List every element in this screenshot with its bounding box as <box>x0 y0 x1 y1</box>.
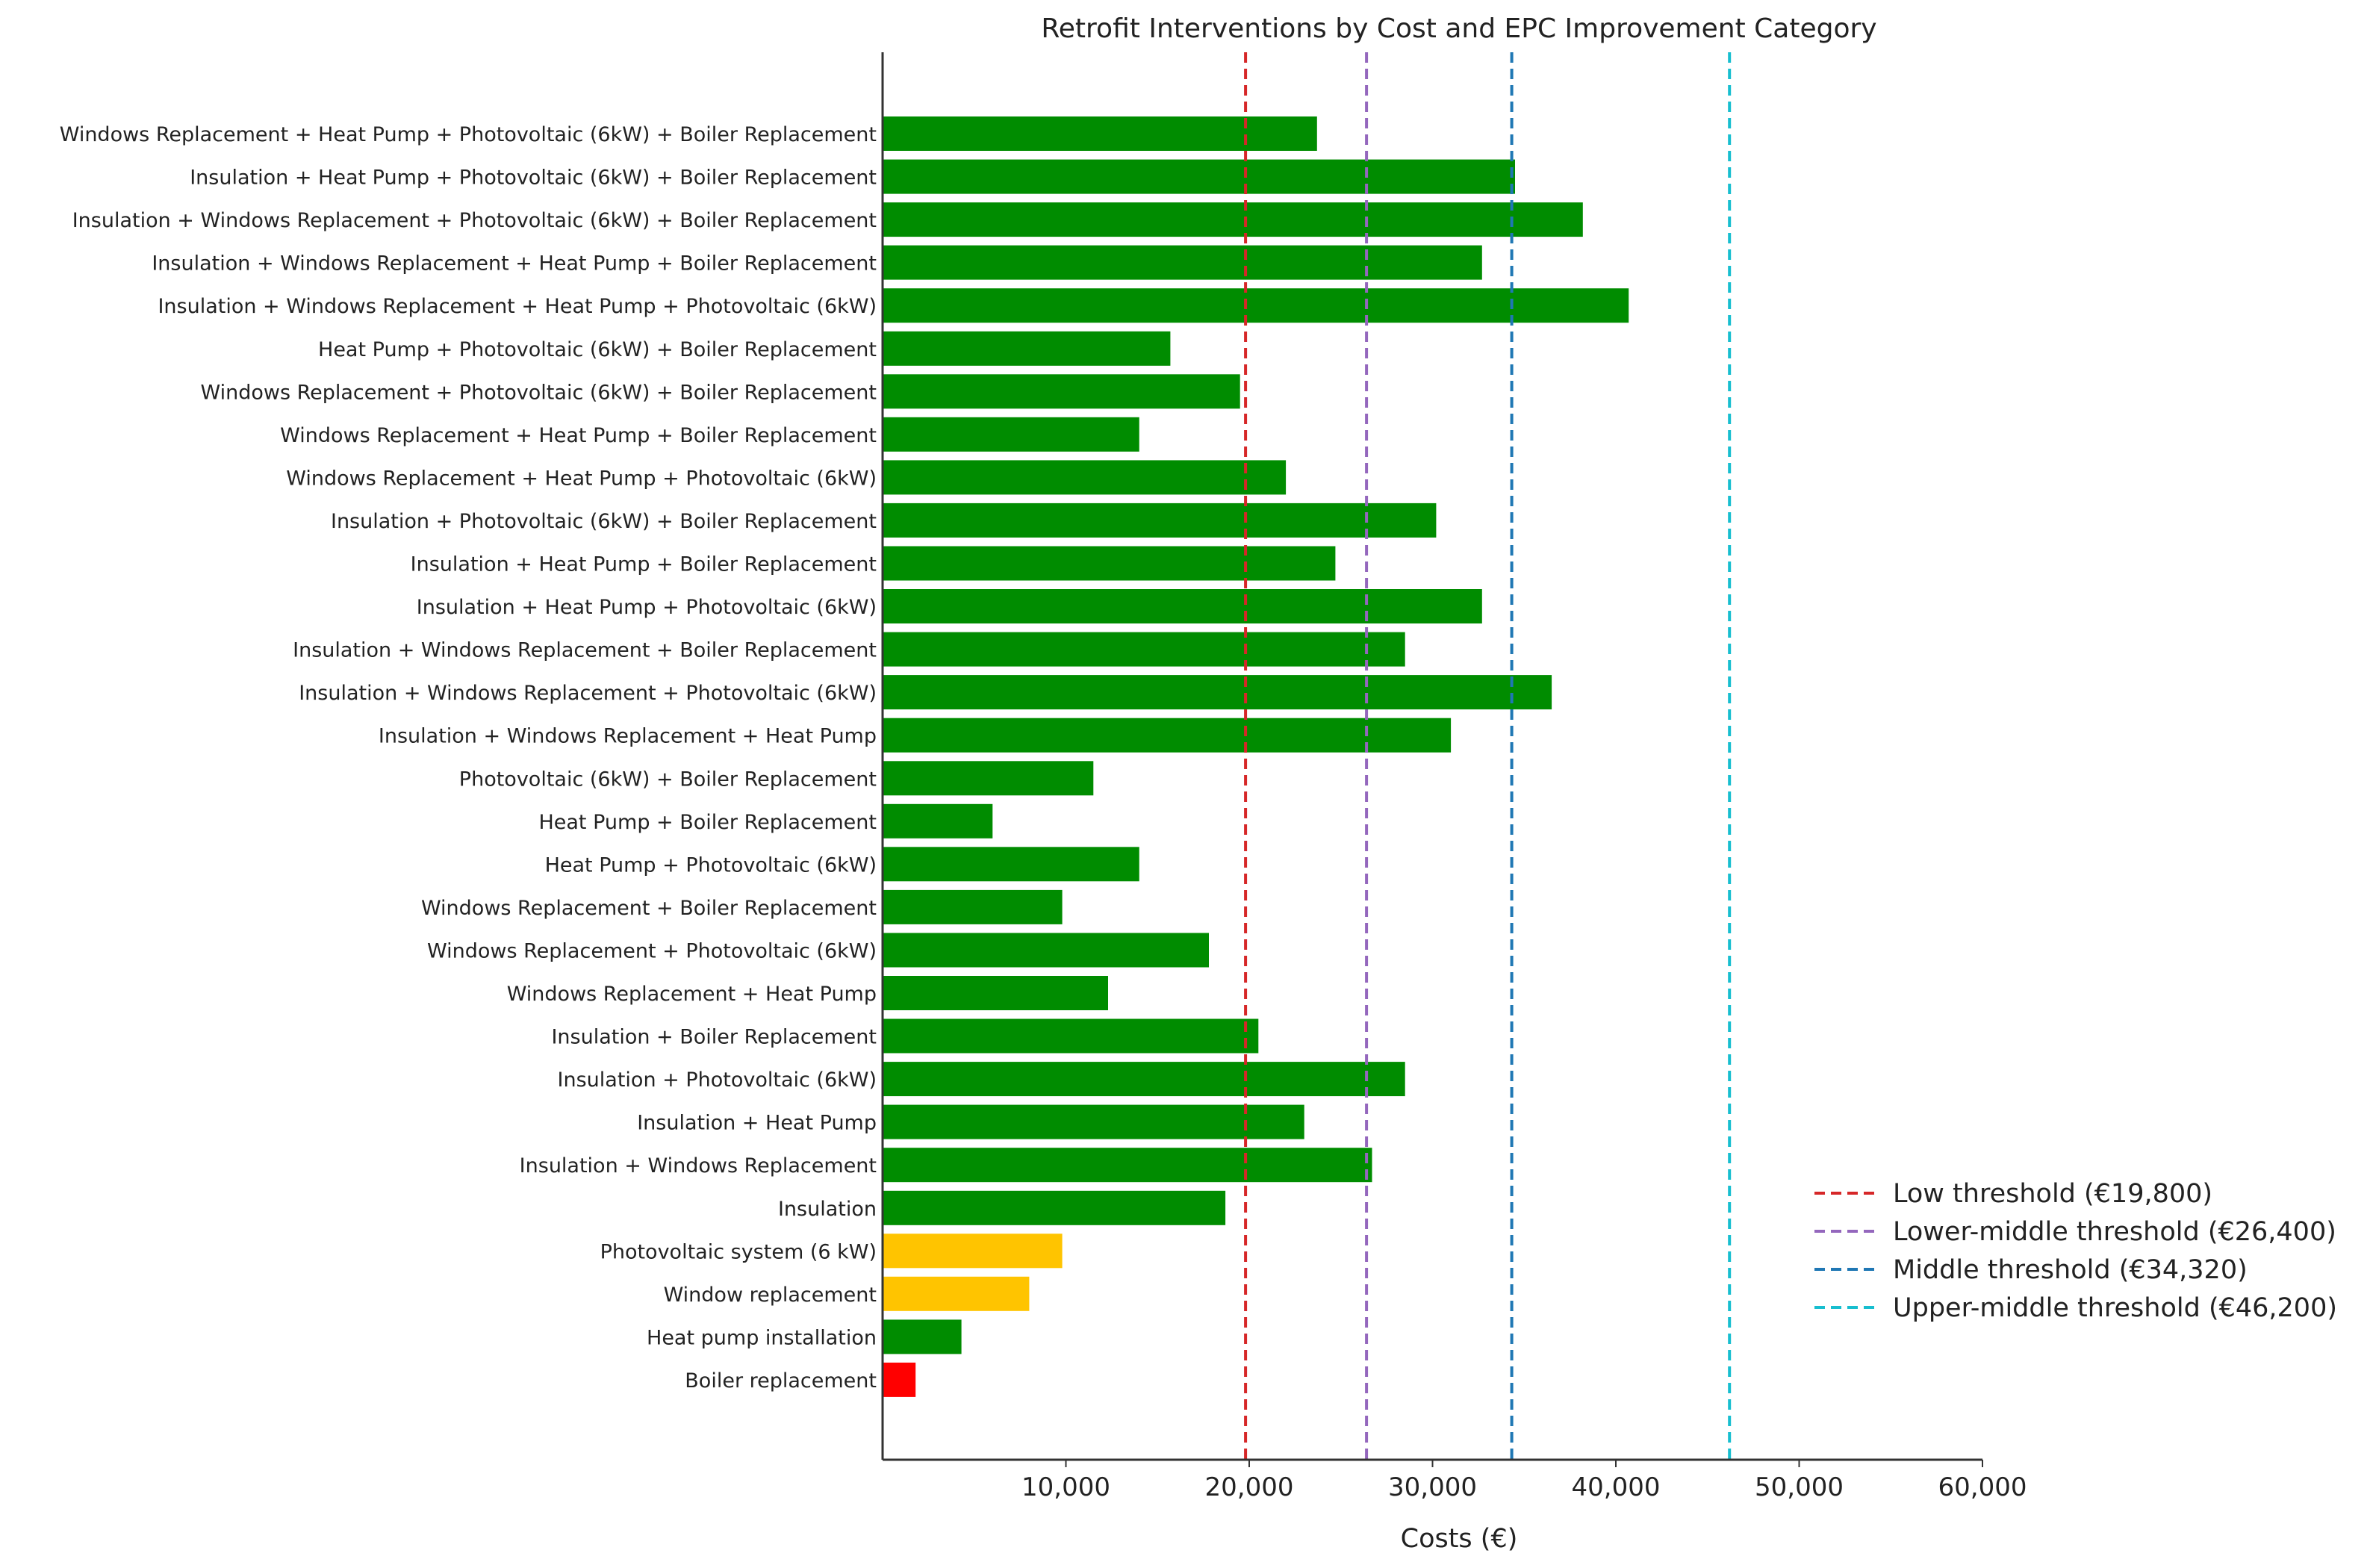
category-label: Windows Replacement + Heat Pump + Photov… <box>60 123 877 146</box>
bar <box>883 889 1063 924</box>
bar <box>883 1319 962 1354</box>
category-label: Insulation + Windows Replacement + Heat … <box>158 295 877 318</box>
threshold-lines <box>1244 52 1732 1460</box>
category-label: Boiler replacement <box>685 1369 877 1393</box>
legend-label: Lower-middle threshold (€26,400) <box>1893 1217 2336 1247</box>
x-axis-title: Costs (€) <box>1401 1524 1518 1554</box>
bar <box>883 460 1287 495</box>
category-label: Insulation + Photovoltaic (6kW) <box>558 1068 877 1092</box>
bar <box>883 288 1629 323</box>
bar <box>883 374 1240 409</box>
category-label: Insulation + Windows Replacement + Photo… <box>72 209 877 232</box>
category-labels: Windows Replacement + Heat Pump + Photov… <box>60 123 877 1393</box>
category-label: Windows Replacement + Heat Pump + Boiler… <box>280 424 877 447</box>
bar <box>883 803 993 839</box>
category-label: Photovoltaic system (6 kW) <box>600 1240 877 1263</box>
bar <box>883 159 1515 194</box>
bars-layer <box>883 116 1629 1397</box>
bar <box>883 976 1108 1010</box>
bar <box>883 675 1552 710</box>
category-label: Heat Pump + Boiler Replacement <box>538 811 877 834</box>
category-label: Windows Replacement + Boiler Replacement <box>421 897 877 920</box>
bar <box>883 718 1452 753</box>
legend-label: Upper-middle threshold (€46,200) <box>1893 1293 2337 1323</box>
category-label: Insulation + Heat Pump + Boiler Replacem… <box>411 553 877 576</box>
category-label: Insulation + Heat Pump + Photovoltaic (6… <box>417 596 877 619</box>
bar <box>883 589 1482 623</box>
category-label: Insulation + Heat Pump + Photovoltaic (6… <box>190 167 877 190</box>
bar <box>883 1233 1063 1269</box>
x-tick-label: 50,000 <box>1755 1472 1844 1502</box>
category-label: Window replacement <box>664 1284 877 1307</box>
category-label: Heat Pump + Photovoltaic (6kW) <box>545 853 877 877</box>
chart-title: Retrofit Interventions by Cost and EPC I… <box>1041 13 1876 44</box>
x-axis-ticks: 10,000 20,000 30,000 40,000 50,000 60,000 <box>1021 1460 2027 1502</box>
category-label: Insulation + Windows Replacement + Heat … <box>379 725 877 748</box>
bar <box>883 933 1209 968</box>
category-label: Windows Replacement + Heat Pump <box>507 983 877 1006</box>
bar <box>883 116 1317 151</box>
x-tick-label: 30,000 <box>1388 1472 1477 1502</box>
bar <box>883 245 1482 280</box>
bar <box>883 202 1583 237</box>
bar <box>883 417 1139 452</box>
bar <box>883 1018 1259 1054</box>
legend-label: Middle threshold (€34,320) <box>1893 1255 2248 1285</box>
bar <box>883 847 1139 882</box>
bar <box>883 546 1336 581</box>
x-tick-label: 40,000 <box>1572 1472 1661 1502</box>
category-label: Heat pump installation <box>647 1326 877 1349</box>
bar <box>883 331 1171 366</box>
bar <box>883 1062 1405 1097</box>
bar <box>883 1276 1030 1311</box>
category-label: Windows Replacement + Photovoltaic (6kW)… <box>200 381 877 404</box>
legend-label: Low threshold (€19,800) <box>1893 1179 2212 1209</box>
bar <box>883 1148 1372 1183</box>
category-label: Insulation + Boiler Replacement <box>551 1026 877 1049</box>
category-label: Insulation + Photovoltaic (6kW) + Boiler… <box>331 510 877 533</box>
bar <box>883 632 1405 667</box>
category-label: Insulation + Windows Replacement + Photo… <box>299 682 877 705</box>
category-label: Heat Pump + Photovoltaic (6kW) + Boiler … <box>318 338 877 361</box>
bar <box>883 503 1437 538</box>
category-label: Insulation + Windows Replacement <box>520 1154 877 1177</box>
bar <box>883 1362 916 1397</box>
category-label: Insulation + Windows Replacement + Heat … <box>152 252 877 276</box>
category-label: Windows Replacement + Photovoltaic (6kW) <box>427 940 877 963</box>
legend: Low threshold (€19,800) Lower-middle thre… <box>1814 1179 2337 1323</box>
category-label: Insulation + Heat Pump <box>637 1112 877 1135</box>
x-tick-label: 60,000 <box>1938 1472 2027 1502</box>
category-label: Insulation + Windows Replacement + Boile… <box>293 639 877 662</box>
category-label: Insulation <box>778 1198 877 1221</box>
category-label: Windows Replacement + Heat Pump + Photov… <box>286 467 877 490</box>
bar <box>883 761 1094 796</box>
bar <box>883 1190 1226 1225</box>
bar <box>883 1104 1304 1139</box>
x-tick-label: 10,000 <box>1021 1472 1110 1502</box>
category-label: Photovoltaic (6kW) + Boiler Replacement <box>459 768 877 791</box>
x-tick-label: 20,000 <box>1205 1472 1294 1502</box>
